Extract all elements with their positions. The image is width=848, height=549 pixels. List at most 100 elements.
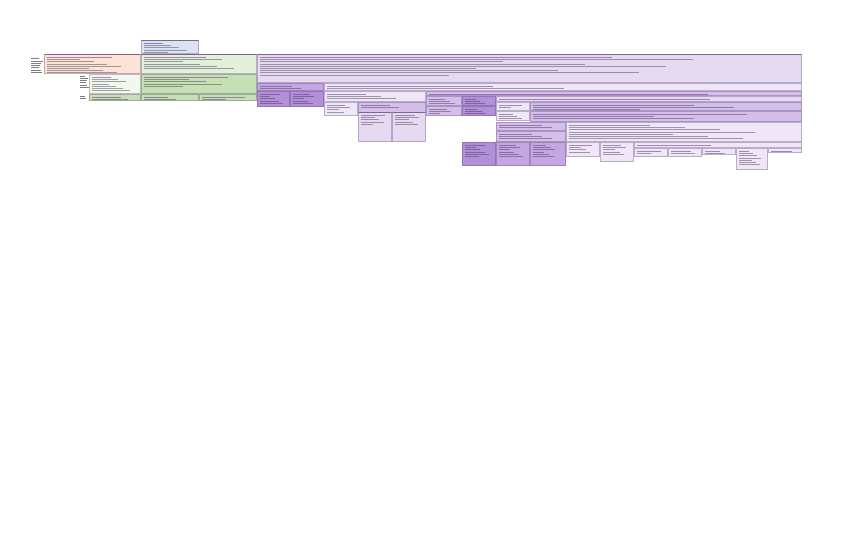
text-line	[361, 107, 400, 109]
diagram-block	[566, 122, 802, 142]
text-line	[569, 127, 685, 129]
diagram-block	[257, 83, 324, 91]
text-line	[144, 97, 169, 98]
diagram-block	[496, 96, 802, 102]
text-line	[465, 113, 486, 115]
text-line	[92, 88, 124, 89]
text-line	[533, 156, 554, 157]
diagram-block	[496, 131, 566, 142]
text-line	[499, 156, 523, 157]
text-line	[260, 57, 612, 58]
text-line	[327, 86, 493, 87]
diagram-block	[324, 83, 802, 91]
text-line	[569, 129, 720, 131]
text-line	[260, 100, 279, 102]
row-label	[31, 72, 42, 73]
text-line	[465, 153, 489, 155]
text-line	[499, 147, 520, 149]
text-line	[327, 98, 396, 100]
diagram-block	[426, 96, 462, 106]
text-line	[47, 61, 94, 63]
text-line	[499, 107, 511, 109]
text-line	[603, 145, 621, 146]
text-line	[499, 99, 711, 100]
text-line	[260, 86, 292, 87]
text-line	[739, 162, 756, 163]
text-line	[499, 134, 532, 135]
row-label	[80, 98, 86, 99]
diagram-block	[736, 148, 768, 170]
text-line	[533, 120, 734, 121]
text-line	[429, 101, 450, 103]
text-line	[429, 113, 441, 115]
row-label	[80, 96, 85, 97]
text-line	[327, 96, 381, 98]
diagram-block	[141, 54, 257, 74]
diagram-block	[141, 40, 199, 54]
row-label	[31, 61, 43, 62]
diagram-block	[44, 54, 141, 74]
text-line	[739, 159, 752, 161]
diagram-block	[496, 122, 566, 131]
text-line	[771, 151, 792, 152]
diagram-block	[566, 142, 600, 157]
diagram-block	[530, 102, 802, 111]
text-line	[395, 123, 418, 125]
text-line	[327, 105, 345, 106]
text-line	[569, 149, 586, 151]
text-line	[533, 149, 556, 151]
text-line	[327, 88, 564, 90]
text-line	[293, 100, 308, 102]
text-line	[395, 115, 415, 116]
text-line	[260, 74, 450, 76]
text-line	[260, 63, 585, 65]
diagram-block	[530, 111, 802, 122]
text-line	[361, 121, 384, 123]
text-line	[92, 99, 128, 100]
text-line	[327, 109, 339, 111]
text-line	[739, 164, 760, 166]
text-line	[533, 118, 694, 120]
text-line	[202, 97, 246, 98]
diagram-block	[324, 102, 358, 116]
text-line	[465, 103, 485, 105]
diagram-block	[141, 74, 257, 94]
text-line	[92, 81, 126, 83]
text-line	[260, 59, 693, 61]
text-line	[533, 114, 748, 115]
text-line	[260, 88, 301, 90]
diagram-block	[496, 142, 530, 166]
text-line	[361, 105, 390, 106]
text-line	[260, 61, 504, 63]
text-line	[465, 145, 486, 146]
row-label	[80, 85, 87, 86]
text-line	[705, 153, 725, 154]
text-line	[533, 153, 549, 155]
text-line	[144, 59, 223, 61]
text-line	[429, 99, 445, 100]
text-line	[671, 153, 695, 155]
text-line	[533, 147, 551, 149]
diagram-block	[257, 91, 290, 107]
text-line	[92, 85, 116, 87]
row-label	[31, 58, 39, 59]
diagram-block	[462, 142, 496, 166]
text-line	[569, 125, 651, 126]
text-line	[144, 57, 206, 58]
text-line	[47, 57, 113, 58]
text-line	[47, 65, 122, 67]
text-line	[260, 98, 275, 100]
text-line	[499, 116, 517, 118]
text-line	[144, 49, 188, 51]
diagram-block	[768, 148, 802, 153]
text-line	[499, 149, 510, 151]
text-line	[47, 63, 108, 65]
text-line	[92, 79, 119, 81]
text-line	[533, 107, 734, 109]
text-line	[603, 147, 626, 149]
diagram-block	[426, 91, 802, 96]
text-line	[429, 111, 452, 113]
text-line	[47, 72, 117, 73]
text-line	[361, 117, 375, 119]
text-line	[739, 153, 753, 155]
